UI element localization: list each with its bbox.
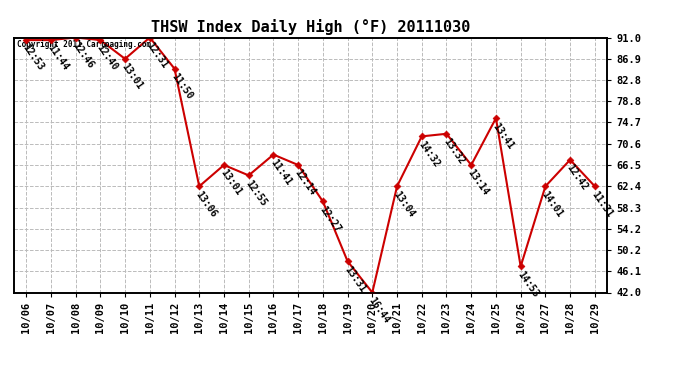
Text: 16:44: 16:44 <box>367 295 392 325</box>
Text: 11:50: 11:50 <box>169 72 194 101</box>
Point <box>169 66 180 72</box>
Point <box>46 37 57 43</box>
Point <box>268 152 279 157</box>
Text: 11:31: 11:31 <box>589 189 615 219</box>
Text: 12:40: 12:40 <box>95 43 120 73</box>
Point <box>466 162 477 168</box>
Point <box>95 37 106 43</box>
Text: 14:53: 14:53 <box>515 269 540 299</box>
Text: 14:32: 14:32 <box>416 139 442 169</box>
Text: Copyright 2011 Cartpaging.com: Copyright 2011 Cartpaging.com <box>17 40 151 49</box>
Text: 13:14: 13:14 <box>466 168 491 198</box>
Text: 13:32: 13:32 <box>441 136 466 166</box>
Point <box>70 34 81 40</box>
Text: 12:14: 12:14 <box>293 168 318 198</box>
Point <box>589 183 600 189</box>
Text: 12:31: 12:31 <box>144 40 170 70</box>
Text: 11:44: 11:44 <box>46 43 70 73</box>
Text: 13:06: 13:06 <box>194 189 219 219</box>
Point <box>21 37 32 43</box>
Point <box>564 157 575 163</box>
Point <box>119 56 130 62</box>
Text: 13:01: 13:01 <box>119 62 145 92</box>
Text: 11:41: 11:41 <box>268 158 293 187</box>
Text: 12:46: 12:46 <box>70 40 95 70</box>
Text: 14:01: 14:01 <box>540 189 565 219</box>
Text: 12:55: 12:55 <box>244 178 268 208</box>
Text: 12:42: 12:42 <box>564 163 590 192</box>
Point <box>342 258 353 264</box>
Point <box>515 264 526 270</box>
Text: 13:04: 13:04 <box>392 189 417 219</box>
Point <box>491 115 502 121</box>
Text: 12:53: 12:53 <box>21 43 46 73</box>
Text: 13:31: 13:31 <box>342 264 367 294</box>
Point <box>194 183 205 189</box>
Text: 13:01: 13:01 <box>219 168 244 198</box>
Point <box>144 34 155 40</box>
Point <box>416 134 427 140</box>
Title: THSW Index Daily High (°F) 20111030: THSW Index Daily High (°F) 20111030 <box>151 19 470 35</box>
Point <box>219 162 230 168</box>
Point <box>293 162 304 168</box>
Text: 13:41: 13:41 <box>491 121 515 151</box>
Text: 12:27: 12:27 <box>317 204 342 234</box>
Point <box>243 172 254 178</box>
Point <box>441 131 452 137</box>
Point <box>367 290 378 296</box>
Point <box>540 183 551 189</box>
Point <box>317 198 328 204</box>
Point <box>391 183 402 189</box>
